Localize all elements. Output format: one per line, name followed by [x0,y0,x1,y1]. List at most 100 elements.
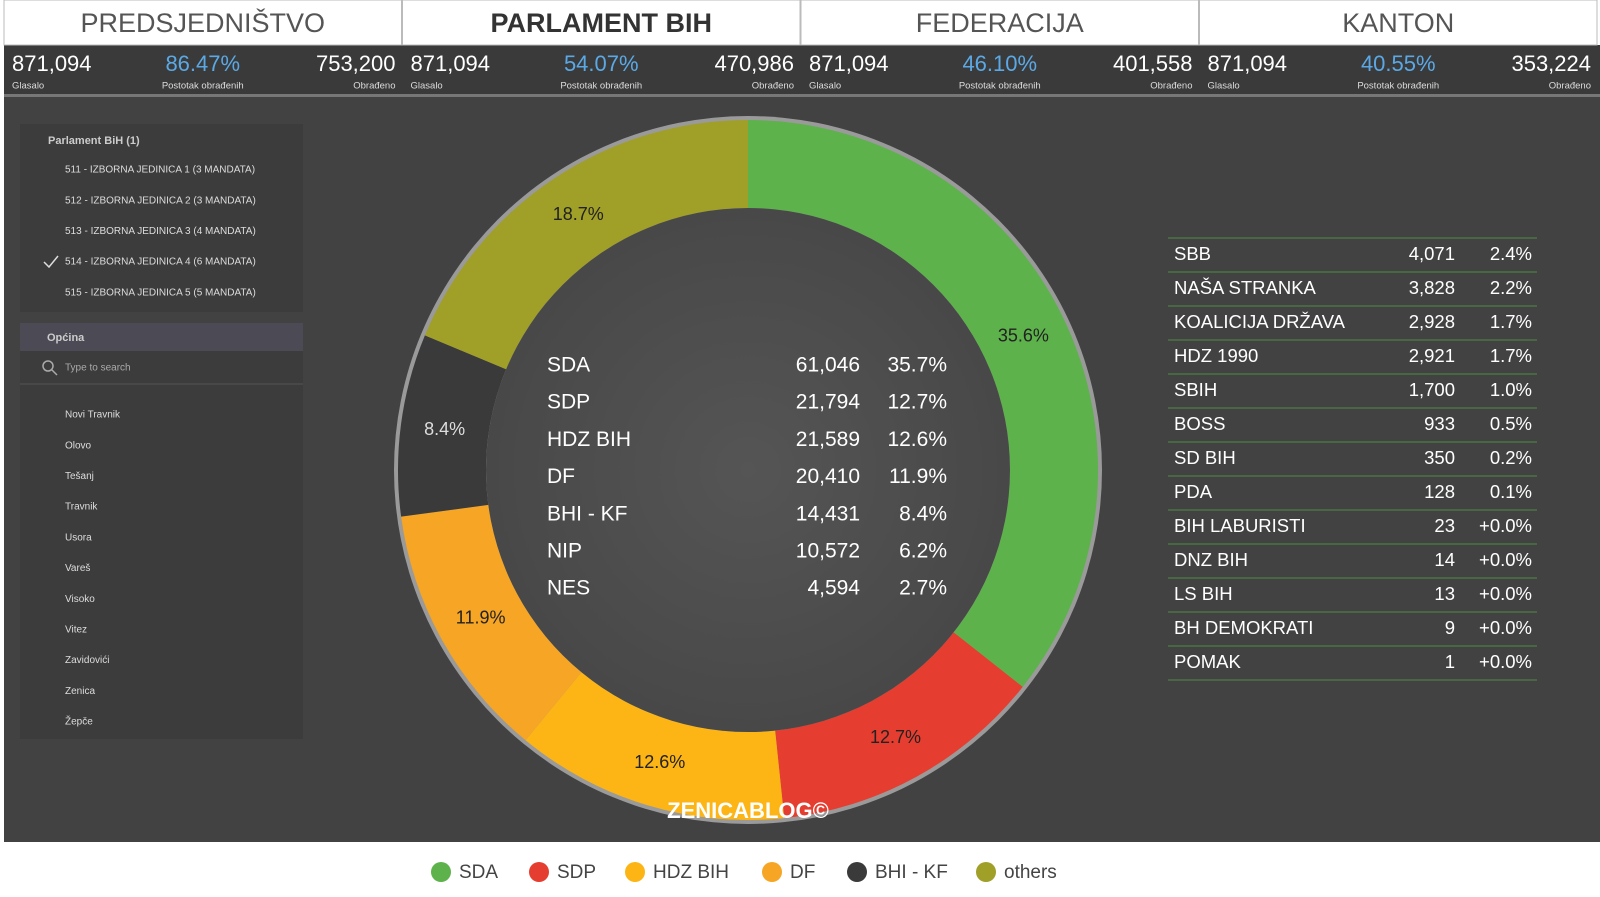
side-party: SBB [1174,243,1211,264]
processed: 753,200 [316,51,396,76]
center-percent: 11.9% [889,465,947,488]
legend-swatch[interactable] [976,862,996,882]
side-party: BH DEMOKRATI [1174,617,1313,638]
legend-swatch[interactable] [625,862,645,882]
processed: 470,986 [714,51,794,76]
legend-swatch[interactable] [847,862,867,882]
strip-shadow [4,94,1600,97]
center-votes: 21,589 [796,428,860,451]
center-percent: 8.4% [899,502,947,525]
check-icon [43,255,59,269]
unit-item[interactable]: 514 - IZBORNA JEDINICA 4 (6 MANDATA) [65,257,256,268]
unit-item[interactable]: 511 - IZBORNA JEDINICA 1 (3 MANDATA) [65,165,255,176]
processed: 353,224 [1511,51,1591,76]
unit-item[interactable]: 515 - IZBORNA JEDINICA 5 (5 MANDATA) [65,287,256,298]
center-party: HDZ BIH [547,428,631,451]
legend-swatch[interactable] [529,862,549,882]
legend-label[interactable]: DF [790,862,815,883]
voted: 871,094 [1208,51,1288,76]
side-percent: +0.0% [1479,583,1532,604]
municipality-item[interactable]: Žepče [65,715,93,728]
center-votes: 61,046 [796,354,860,377]
donut-hole [486,208,1010,732]
unit-panel [20,124,303,312]
side-percent: 2.2% [1490,277,1532,298]
column-head [3,0,402,46]
center-party: BHI - KF [547,502,628,525]
center-percent: 6.2% [899,540,947,563]
column-title[interactable]: FEDERACIJA [916,8,1084,38]
processed: 401,558 [1113,51,1193,76]
percent-label: Postotak obrađenih [560,81,642,92]
unit-item[interactable]: 512 - IZBORNA JEDINICA 2 (3 MANDATA) [65,195,256,206]
side-votes: 2,921 [1409,345,1455,366]
center-percent: 2.7% [899,577,947,600]
side-votes: 13 [1434,583,1455,604]
side-percent: 0.2% [1490,447,1532,468]
segment-label: 12.7% [870,727,921,747]
column-head [800,0,1199,46]
municipality-item[interactable]: Tešanj [65,471,94,482]
column-title[interactable]: PREDSJEDNIŠTVO [80,7,325,38]
side-percent: +0.0% [1479,549,1532,570]
donut-segment[interactable] [525,672,785,820]
column-title[interactable]: KANTON [1342,8,1454,38]
side-votes: 933 [1424,413,1455,434]
municipality-item[interactable]: Zavidovići [65,655,109,666]
donut-segment[interactable] [775,632,1023,819]
voted-label: Glasalo [411,81,443,92]
donut-segment[interactable] [748,120,1098,687]
legend-label[interactable]: HDZ BIH [653,862,729,883]
legend-label[interactable]: others [1004,862,1057,883]
search-input[interactable]: Type to search [65,363,131,374]
municipality-item[interactable]: Vitez [65,625,87,636]
segment-label: 12.6% [634,752,685,772]
side-votes: 14 [1434,549,1455,570]
municipality-item[interactable]: Novi Travnik [65,410,121,421]
search-icon-handle [51,369,58,376]
side-party: SD BIH [1174,447,1236,468]
side-percent: 1.7% [1490,345,1532,366]
stats-strip [4,45,1600,95]
column-title[interactable]: PARLAMENT BIH [491,8,712,38]
legend-label[interactable]: SDP [557,862,596,883]
legend-swatch[interactable] [431,862,451,882]
municipality-item[interactable]: Travnik [65,502,98,513]
side-votes: 350 [1424,447,1455,468]
voted-label: Glasalo [12,81,44,92]
side-votes: 9 [1445,617,1455,638]
side-votes: 4,071 [1409,243,1455,264]
municipality-item[interactable]: Olovo [65,440,92,451]
legend-label[interactable]: SDA [459,862,498,883]
center-party: NES [547,577,590,600]
voted: 871,094 [809,51,889,76]
center-percent: 35.7% [887,354,947,377]
municipality-title: Općina [47,332,85,344]
voted: 871,094 [411,51,491,76]
center-party: SDA [547,354,590,377]
municipality-item[interactable]: Zenica [65,686,95,697]
processed-label: Obrađeno [1150,81,1192,92]
donut-segment[interactable] [401,504,582,741]
side-votes: 2,928 [1409,311,1455,332]
municipality-item[interactable]: Visoko [65,594,95,605]
donut-segment[interactable] [397,335,507,517]
legend-label[interactable]: BHI - KF [875,862,948,883]
side-party: NAŠA STRANKA [1174,277,1317,298]
side-percent: 1.0% [1490,379,1532,400]
legend-swatch[interactable] [762,862,782,882]
unit-item[interactable]: 513 - IZBORNA JEDINICA 3 (4 MANDATA) [65,226,256,237]
municipality-header [20,323,303,351]
processed-label: Obrađeno [752,81,794,92]
processed-label: Obrađeno [353,81,395,92]
center-percent: 12.7% [887,391,947,414]
side-party: POMAK [1174,651,1241,672]
percent-label: Postotak obrađenih [959,81,1041,92]
side-votes: 1,700 [1409,379,1455,400]
municipality-item[interactable]: Vareš [65,563,90,574]
donut-segment[interactable] [424,120,748,370]
side-percent: 2.4% [1490,243,1532,264]
side-percent: 1.7% [1490,311,1532,332]
segment-label: 18.7% [553,204,604,224]
municipality-item[interactable]: Usora [65,532,92,543]
